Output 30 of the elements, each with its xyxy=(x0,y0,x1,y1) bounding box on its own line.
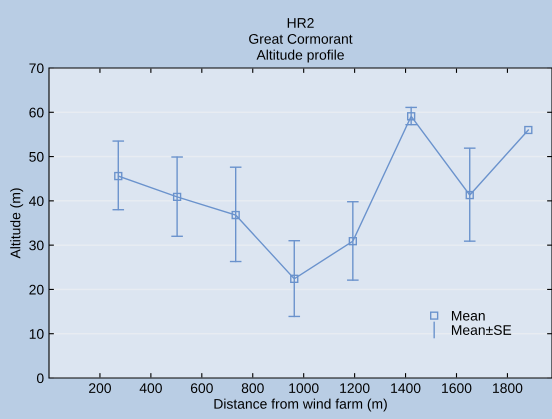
annotation: Mean±SE xyxy=(452,325,512,335)
y-tick-label: 40 xyxy=(29,196,44,206)
x-tick-label: 600 xyxy=(190,383,213,394)
point xyxy=(232,210,240,220)
x-tick-label: 200 xyxy=(89,383,111,394)
x-tick-label: 1400 xyxy=(391,383,420,394)
y-tick-label: 30 xyxy=(29,240,44,250)
point xyxy=(406,112,416,120)
x-tick-label: 1000 xyxy=(289,383,319,394)
y-axis-title: Altitude (m) xyxy=(10,188,24,258)
x-tick-label: 800 xyxy=(242,383,264,394)
y-tick-label: 10 xyxy=(30,329,44,339)
y-tick-label: 70 xyxy=(29,63,44,74)
x-axis-title: Distance from wind farm (m) xyxy=(214,398,387,412)
x-tick-label: 1600 xyxy=(442,383,472,394)
legend-label: Mean xyxy=(452,310,485,321)
point xyxy=(524,126,532,134)
x-tick-label: 1200 xyxy=(340,383,370,394)
y-tick-label: 20 xyxy=(29,284,44,295)
point xyxy=(348,236,358,246)
point xyxy=(290,274,298,283)
chart-title: HR2 Great Cormorant Altitude profile xyxy=(249,18,352,63)
y-tick-label: 60 xyxy=(29,108,44,118)
y-tick-label: 0 xyxy=(36,373,44,384)
x-tick-label: 400 xyxy=(140,383,162,394)
point xyxy=(172,192,182,202)
y-tick-label: 50 xyxy=(29,152,44,162)
x-tick-label: 1800 xyxy=(493,383,522,394)
point xyxy=(466,190,474,200)
point xyxy=(114,172,122,180)
